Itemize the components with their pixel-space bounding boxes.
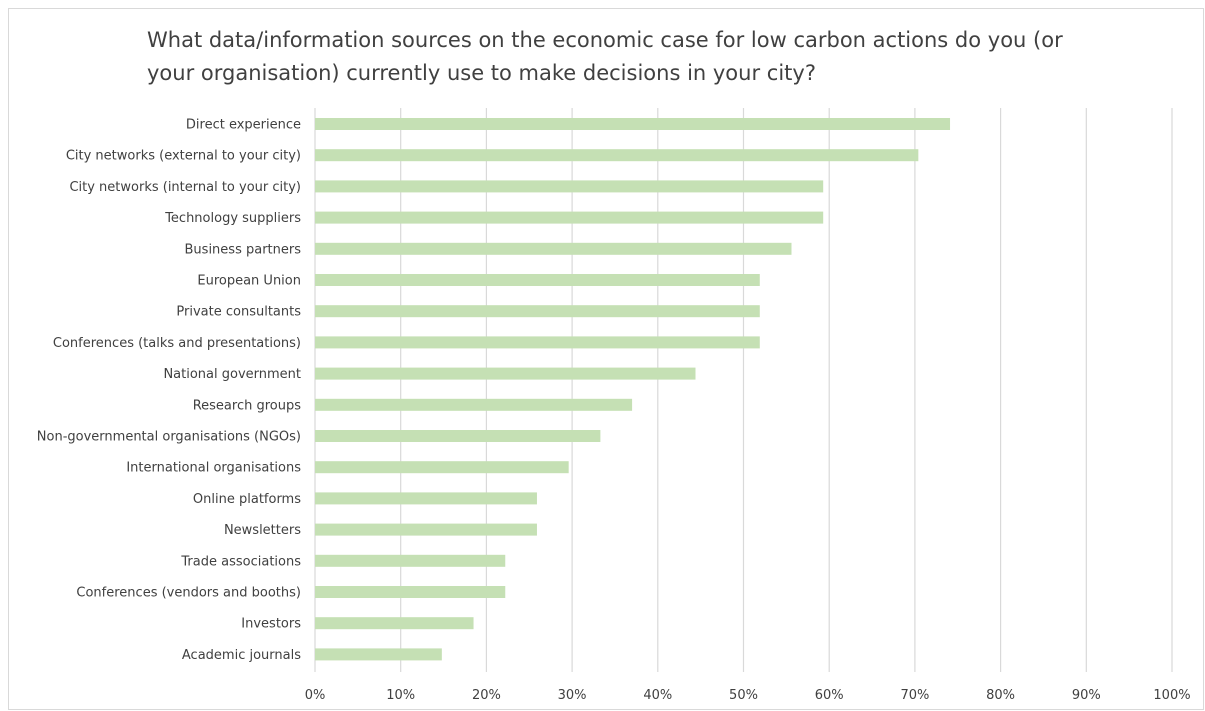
x-tick-labels: 0% 10% 20% 30% 40% 50% 60% 70% 80% 90% 100%	[305, 688, 1191, 703]
gridlines	[314, 108, 1173, 672]
category-label: Non-governmental organisations (NGOs)	[37, 430, 301, 445]
x-tick-label: 20%	[472, 688, 501, 703]
bar	[315, 492, 537, 505]
x-tick-label: 70%	[900, 688, 929, 703]
bar	[315, 180, 824, 193]
bar	[315, 336, 760, 349]
bar	[315, 430, 601, 442]
chart-title: What data/information sources on the eco…	[147, 24, 1147, 90]
bar	[315, 617, 474, 630]
category-label: Private consultants	[176, 305, 301, 320]
bar	[315, 305, 760, 318]
category-label: Direct experience	[186, 118, 301, 133]
category-label: Trade associations	[180, 554, 301, 569]
category-label: Academic journals	[182, 648, 301, 663]
x-tick-label: 60%	[815, 688, 844, 703]
category-label: Technology suppliers	[164, 211, 301, 226]
bar	[315, 242, 792, 255]
chart-frame	[8, 8, 1204, 710]
bar	[315, 586, 506, 598]
bar	[315, 211, 824, 224]
x-tick-label: 80%	[986, 688, 1015, 703]
category-label: Business partners	[185, 242, 302, 257]
bars	[315, 118, 951, 661]
bar	[315, 149, 919, 162]
category-label: Investors	[241, 617, 301, 632]
bar	[315, 367, 696, 380]
category-label: National government	[163, 367, 301, 382]
bar	[315, 461, 569, 474]
category-label: European Union	[197, 274, 301, 289]
x-tick-label: 40%	[643, 688, 672, 703]
bar	[315, 648, 442, 661]
bar	[315, 523, 537, 536]
bar	[315, 274, 760, 286]
category-label: International organisations	[126, 461, 301, 476]
category-label: Research groups	[193, 398, 302, 413]
bar	[315, 554, 506, 567]
category-label: Online platforms	[193, 492, 301, 507]
x-tick-label: 10%	[386, 688, 415, 703]
bar	[315, 398, 633, 411]
chart-title-line-1: What data/information sources on the eco…	[147, 28, 1063, 52]
bar	[315, 118, 951, 130]
category-label: City networks (internal to your city)	[69, 180, 301, 195]
category-label: Conferences (vendors and booths)	[76, 586, 301, 601]
chart-title-line-2: your organisation) currently use to make…	[147, 61, 816, 85]
x-tick-label: 30%	[558, 688, 587, 703]
category-label: Conferences (talks and presentations)	[53, 336, 301, 351]
category-label: Newsletters	[224, 523, 301, 538]
category-label: City networks (external to your city)	[66, 149, 301, 164]
x-tick-label: 100%	[1153, 688, 1190, 703]
category-labels: Direct experience City networks (external…	[37, 118, 301, 663]
x-tick-label: 0%	[305, 688, 326, 703]
x-tick-label: 50%	[729, 688, 758, 703]
x-tick-label: 90%	[1072, 688, 1101, 703]
